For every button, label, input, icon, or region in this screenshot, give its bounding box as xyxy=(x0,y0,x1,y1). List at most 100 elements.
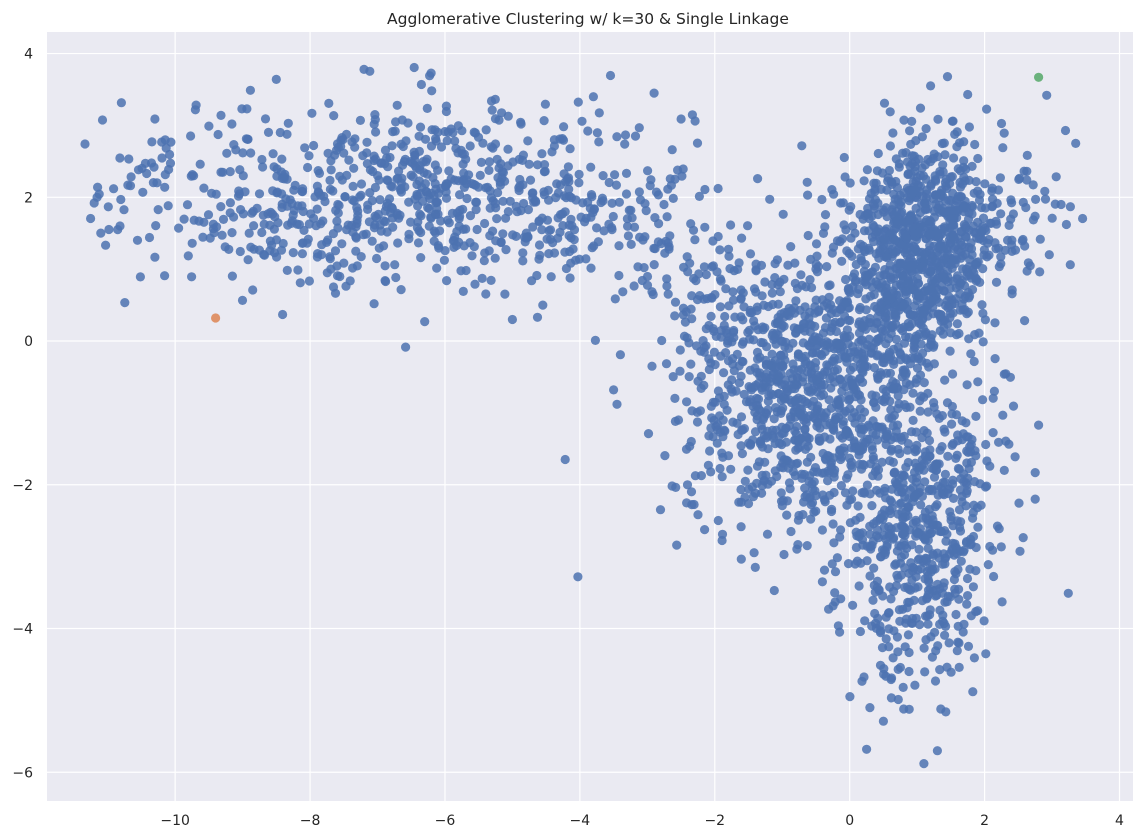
data-point xyxy=(893,391,903,401)
data-point xyxy=(342,225,352,235)
data-point xyxy=(940,526,950,536)
plot-area xyxy=(47,32,1133,801)
data-point xyxy=(558,221,568,231)
data-point xyxy=(709,347,720,357)
data-point xyxy=(805,319,815,329)
data-point xyxy=(692,417,703,427)
data-point xyxy=(940,223,950,233)
data-point xyxy=(222,148,232,158)
data-point xyxy=(694,191,705,201)
data-point xyxy=(439,255,449,265)
data-point xyxy=(824,395,834,405)
data-point xyxy=(969,356,979,367)
data-point xyxy=(867,445,878,455)
data-point xyxy=(894,159,904,169)
data-point xyxy=(853,501,863,511)
data-point xyxy=(715,302,726,312)
data-point xyxy=(970,139,980,150)
data-point xyxy=(932,746,943,756)
data-point xyxy=(257,154,267,165)
data-point xyxy=(898,529,908,539)
data-point xyxy=(923,407,933,417)
data-point xyxy=(887,484,897,494)
data-point xyxy=(670,297,681,307)
data-point xyxy=(739,389,749,399)
data-point xyxy=(715,245,725,255)
data-point xyxy=(416,79,426,90)
data-point xyxy=(661,359,672,369)
data-point xyxy=(980,482,991,492)
data-point xyxy=(719,368,729,378)
data-point xyxy=(446,174,456,184)
data-point xyxy=(612,132,622,142)
data-point xyxy=(796,270,806,280)
data-point xyxy=(89,198,99,208)
data-point xyxy=(309,140,319,151)
data-point xyxy=(349,163,359,173)
data-point xyxy=(936,704,946,714)
data-point xyxy=(429,236,439,246)
data-point xyxy=(328,186,338,196)
data-point xyxy=(724,301,734,311)
data-point xyxy=(797,141,807,151)
data-point xyxy=(633,262,643,272)
data-point xyxy=(989,571,999,582)
data-point xyxy=(710,397,720,407)
data-point xyxy=(414,226,424,236)
y-tick-label: 2 xyxy=(24,190,33,206)
data-point xyxy=(869,237,879,247)
data-point xyxy=(777,336,788,346)
data-point xyxy=(884,624,894,634)
data-point xyxy=(503,111,513,121)
data-point xyxy=(448,128,458,138)
data-point xyxy=(975,189,985,199)
data-point xyxy=(881,339,891,349)
data-point xyxy=(954,662,964,673)
data-point xyxy=(911,613,921,623)
data-point xyxy=(868,595,878,605)
data-point xyxy=(836,525,846,535)
data-point xyxy=(673,415,684,425)
data-point xyxy=(819,380,829,390)
data-point xyxy=(717,529,728,539)
data-point xyxy=(441,106,451,117)
data-point xyxy=(481,289,491,299)
data-point xyxy=(574,169,584,179)
data-point xyxy=(813,418,823,428)
data-point xyxy=(1030,468,1040,478)
data-point xyxy=(828,519,838,529)
data-point xyxy=(734,497,744,507)
data-point xyxy=(151,221,161,231)
data-point xyxy=(807,373,817,383)
data-point xyxy=(144,232,155,243)
data-point xyxy=(538,300,548,310)
data-point xyxy=(983,560,993,570)
data-point xyxy=(404,229,414,239)
data-point xyxy=(843,338,853,349)
data-point xyxy=(508,157,518,167)
data-point xyxy=(515,174,525,185)
data-point xyxy=(315,190,325,200)
data-point xyxy=(225,167,235,177)
data-point xyxy=(925,229,935,239)
data-point xyxy=(919,392,929,402)
data-point xyxy=(929,550,939,561)
data-point xyxy=(271,74,281,84)
data-point xyxy=(908,566,918,576)
x-tick-label: 4 xyxy=(1115,813,1124,829)
data-point xyxy=(913,290,923,301)
data-point xyxy=(845,365,856,375)
data-point xyxy=(693,510,703,520)
data-point xyxy=(293,265,303,275)
data-point xyxy=(955,526,966,536)
data-point xyxy=(216,110,226,120)
data-point xyxy=(859,176,869,186)
data-point xyxy=(804,476,814,486)
data-point xyxy=(332,216,342,226)
data-point xyxy=(687,406,697,416)
data-point xyxy=(762,529,773,539)
data-point xyxy=(312,204,322,214)
data-point xyxy=(848,600,858,610)
data-point xyxy=(938,477,948,488)
data-point xyxy=(712,438,722,448)
